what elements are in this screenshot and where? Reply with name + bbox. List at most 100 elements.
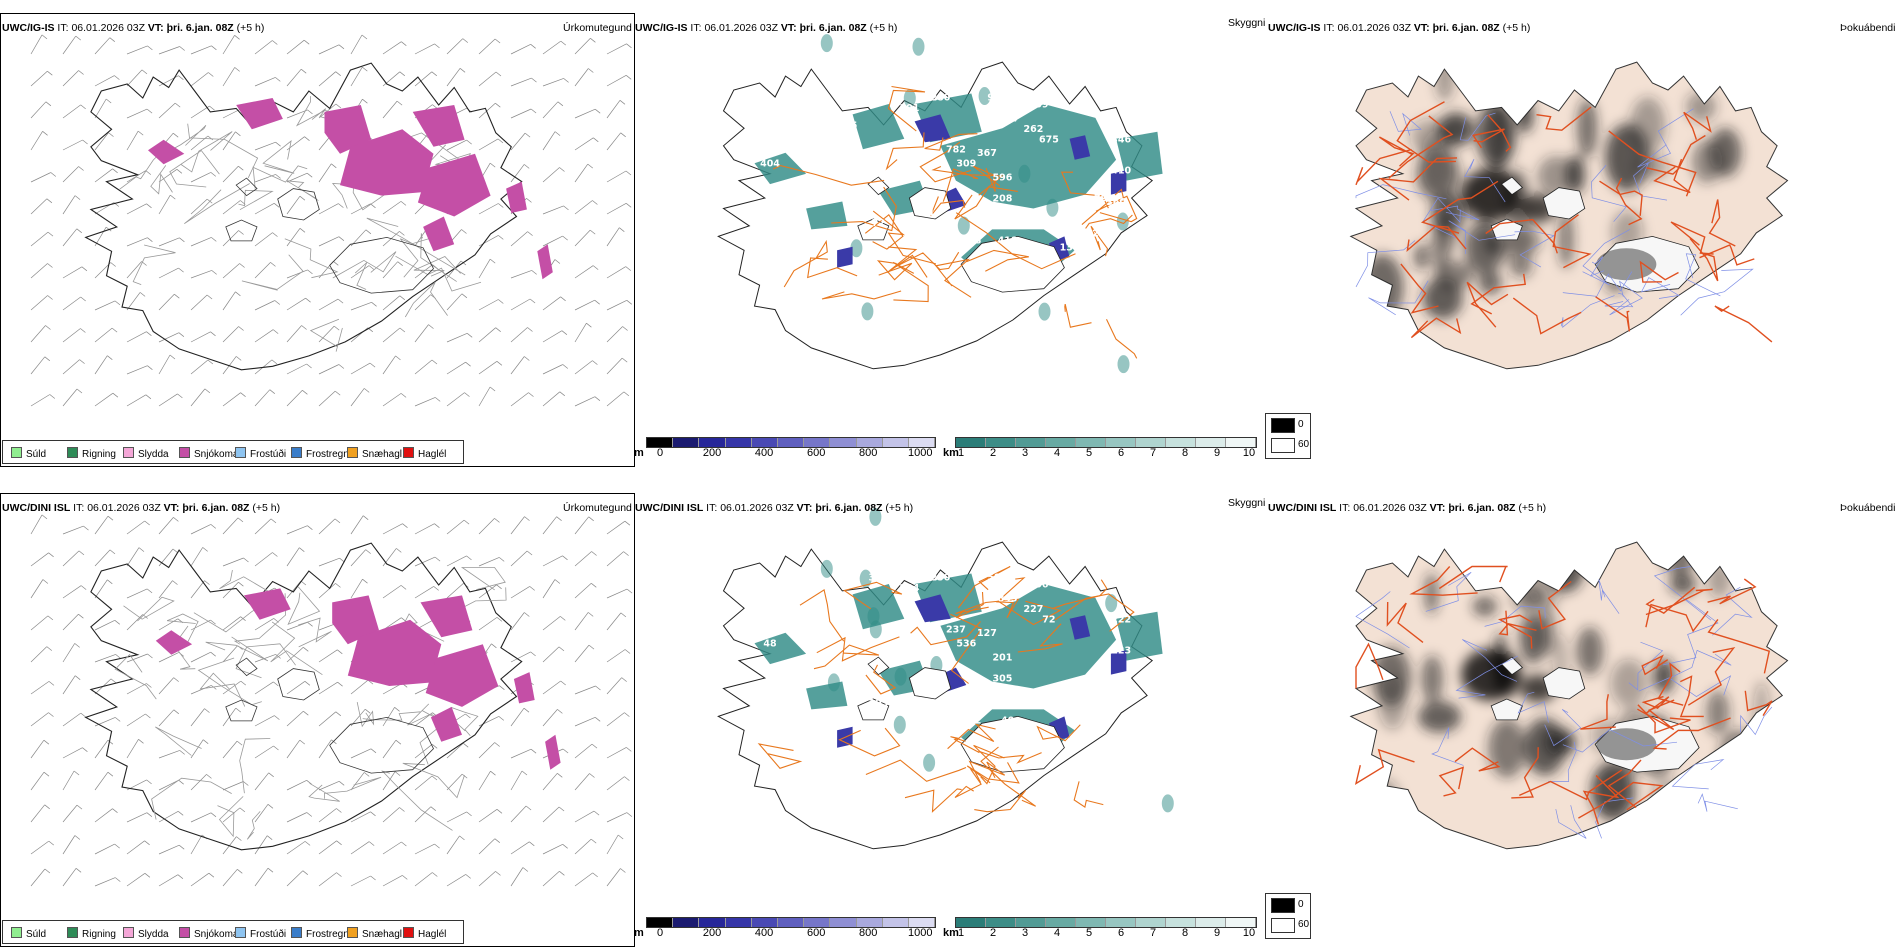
wind-barb (478, 584, 497, 599)
road-line (1685, 253, 1721, 297)
fog-patch (1364, 779, 1400, 820)
colorbar-tick-label: 7 (1149, 447, 1157, 459)
wind-barb (158, 332, 180, 343)
glacier-outline (857, 218, 890, 241)
wind-barb (318, 872, 337, 887)
road-line (1645, 586, 1696, 614)
road-line (887, 85, 926, 132)
wind-barb (238, 581, 244, 587)
wind-barb (76, 388, 83, 394)
snow-area (506, 181, 527, 213)
road-line (924, 133, 978, 151)
wind-barb (466, 333, 473, 338)
wind-barb (606, 170, 627, 183)
road-line (123, 596, 175, 622)
wind-barb (169, 354, 176, 360)
wind-barb (318, 163, 332, 183)
wind-barb (94, 327, 113, 343)
road-line (308, 782, 340, 802)
wind-barb (591, 583, 597, 588)
road-line (184, 183, 250, 225)
wind-barb (560, 296, 566, 302)
road-line (1591, 164, 1627, 222)
legend-swatch (347, 927, 358, 938)
wind-barb (523, 164, 530, 169)
colorbar-tick-label: 9 (1213, 447, 1221, 459)
road-network (772, 85, 1138, 359)
road-line (241, 254, 304, 291)
cloudbase-value-label: 234 (899, 583, 919, 594)
vis-panel-dini: 51 351 234 250 587 506 48 845 227 72 222 237 127 536 2… (634, 493, 1264, 945)
colorbar-cell (673, 438, 700, 447)
wind-barb (318, 364, 340, 375)
cloudbase-colorbar-dini: m 0 200 400 600 800 1000 (634, 917, 936, 941)
wind-barb (574, 644, 590, 663)
wind-barb (271, 359, 278, 365)
wind-barb (318, 518, 336, 535)
wind-barb (560, 616, 566, 621)
wind-barb (318, 739, 332, 759)
wind-barb (382, 523, 403, 535)
wind-barb (138, 547, 145, 552)
wind-barb (588, 68, 594, 73)
fog-patch (1413, 243, 1430, 270)
legend-label: Rigning (82, 929, 116, 940)
wind-barb (574, 810, 595, 823)
wind-barb (542, 843, 563, 855)
low-visibility-area (1117, 355, 1130, 374)
wind-barb (350, 708, 366, 727)
road-line (324, 776, 382, 799)
low-cloudbase-area (1110, 170, 1127, 195)
wind-barb (617, 834, 624, 840)
param-title-fog-ig: Þokuábendi (1840, 22, 1896, 34)
legend-item-snæhagl: Snæhagl (347, 447, 402, 460)
title-fog-dini: UWC/DINI ISL IT: 06.01.2026 03Z VT: þri.… (1268, 502, 1546, 514)
precip-panel-ig: Súld Rigning Slydda Snjókoma Frostúði Frostre… (0, 13, 635, 467)
colorbar-cell (751, 918, 778, 927)
wind-barb (621, 677, 627, 682)
wind-barb (30, 646, 48, 663)
road-line (354, 262, 368, 290)
colorbar-cells (646, 437, 936, 448)
wind-barb (286, 325, 302, 343)
wind-barb (397, 261, 403, 266)
cloudbase-value-label: 208 (992, 194, 1012, 205)
wind-barb (531, 77, 537, 83)
wind-barb (318, 711, 337, 727)
wind-barb (542, 555, 563, 567)
road-line (904, 788, 962, 813)
wind-barb (335, 71, 341, 76)
wind-barb (307, 622, 313, 627)
wind-barb (144, 520, 150, 526)
low-visibility-area (859, 569, 872, 588)
fog-patch (1548, 542, 1585, 592)
road-line (1582, 228, 1631, 286)
wind-barb (414, 775, 433, 791)
wind-barb (41, 514, 48, 520)
wind-barb (138, 739, 144, 744)
wind-barb (590, 838, 597, 844)
road-line (942, 168, 979, 202)
wind-barb (62, 359, 80, 375)
wind-barb (558, 646, 565, 652)
wind-barb (190, 739, 204, 759)
road-line (1459, 112, 1496, 141)
wind-barb (179, 750, 185, 755)
snow-area (423, 216, 455, 252)
wind-barb (626, 300, 633, 305)
fog-patch (1491, 103, 1508, 170)
legend-item-snæhagl: Snæhagl (347, 927, 402, 940)
snow-area (236, 98, 283, 130)
road-line (252, 165, 308, 189)
coastline (84, 542, 523, 851)
wind-barb (574, 323, 587, 343)
wind-barb (254, 141, 276, 151)
wind-barb (62, 70, 79, 87)
road-line (197, 657, 262, 706)
wind-barb (478, 71, 497, 87)
wind-barb (190, 547, 203, 567)
wind-barb (126, 130, 139, 151)
legend-label: Snæhagl (362, 449, 403, 460)
it-value: 06.01.2026 03Z (87, 502, 161, 514)
fog-patch (1596, 248, 1657, 281)
